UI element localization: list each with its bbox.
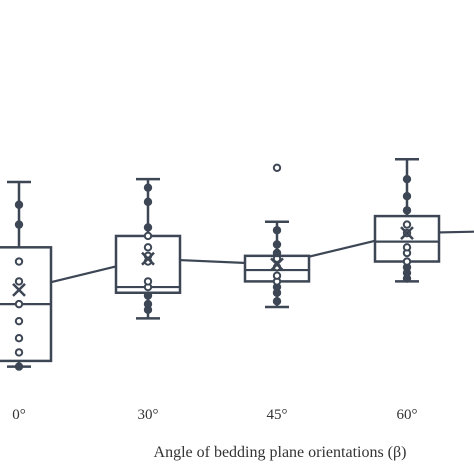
data-point [14, 299, 24, 309]
data-point [143, 223, 153, 232]
mean-marker [12, 283, 26, 297]
data-point [402, 257, 412, 266]
x-tick-label: 60° [397, 407, 418, 423]
data-point [143, 291, 153, 300]
box-group-3 [243, 163, 311, 309]
data-point [143, 183, 153, 192]
data-point [14, 257, 24, 266]
mean-marker [270, 257, 284, 272]
data-point [14, 277, 24, 286]
x-tick-label: 30° [138, 407, 159, 423]
data-point [143, 277, 153, 286]
data-point [14, 316, 24, 326]
data-point [143, 231, 153, 241]
data-point [272, 248, 282, 258]
data-point [272, 271, 282, 280]
mean-marker [400, 226, 414, 241]
box-group-1 [0, 180, 53, 371]
data-point [402, 220, 412, 229]
data-point [143, 243, 153, 252]
outlier-point [272, 163, 282, 173]
data-point [143, 197, 153, 207]
data-point [14, 362, 24, 371]
data-point [402, 174, 412, 184]
data-point [14, 334, 24, 343]
x-tick-label: 0° [12, 407, 26, 423]
data-point [272, 226, 282, 235]
data-point [14, 220, 24, 229]
data-point [402, 243, 412, 252]
box-group-2 [114, 177, 182, 320]
data-point [402, 192, 412, 201]
x-axis-title: Angle of bedding plane orientations (β) [154, 444, 407, 461]
data-point [143, 299, 153, 309]
mean-marker [141, 251, 155, 266]
axis-labels: 0° 30° 45° 60° [12, 407, 417, 423]
plot-area [0, 158, 474, 371]
data-point [14, 348, 24, 357]
x-tick-label: 45° [267, 407, 288, 423]
data-point [272, 240, 282, 249]
data-point [272, 297, 282, 306]
data-point [402, 206, 412, 215]
data-point [14, 200, 24, 209]
box-group-4 [373, 158, 441, 283]
